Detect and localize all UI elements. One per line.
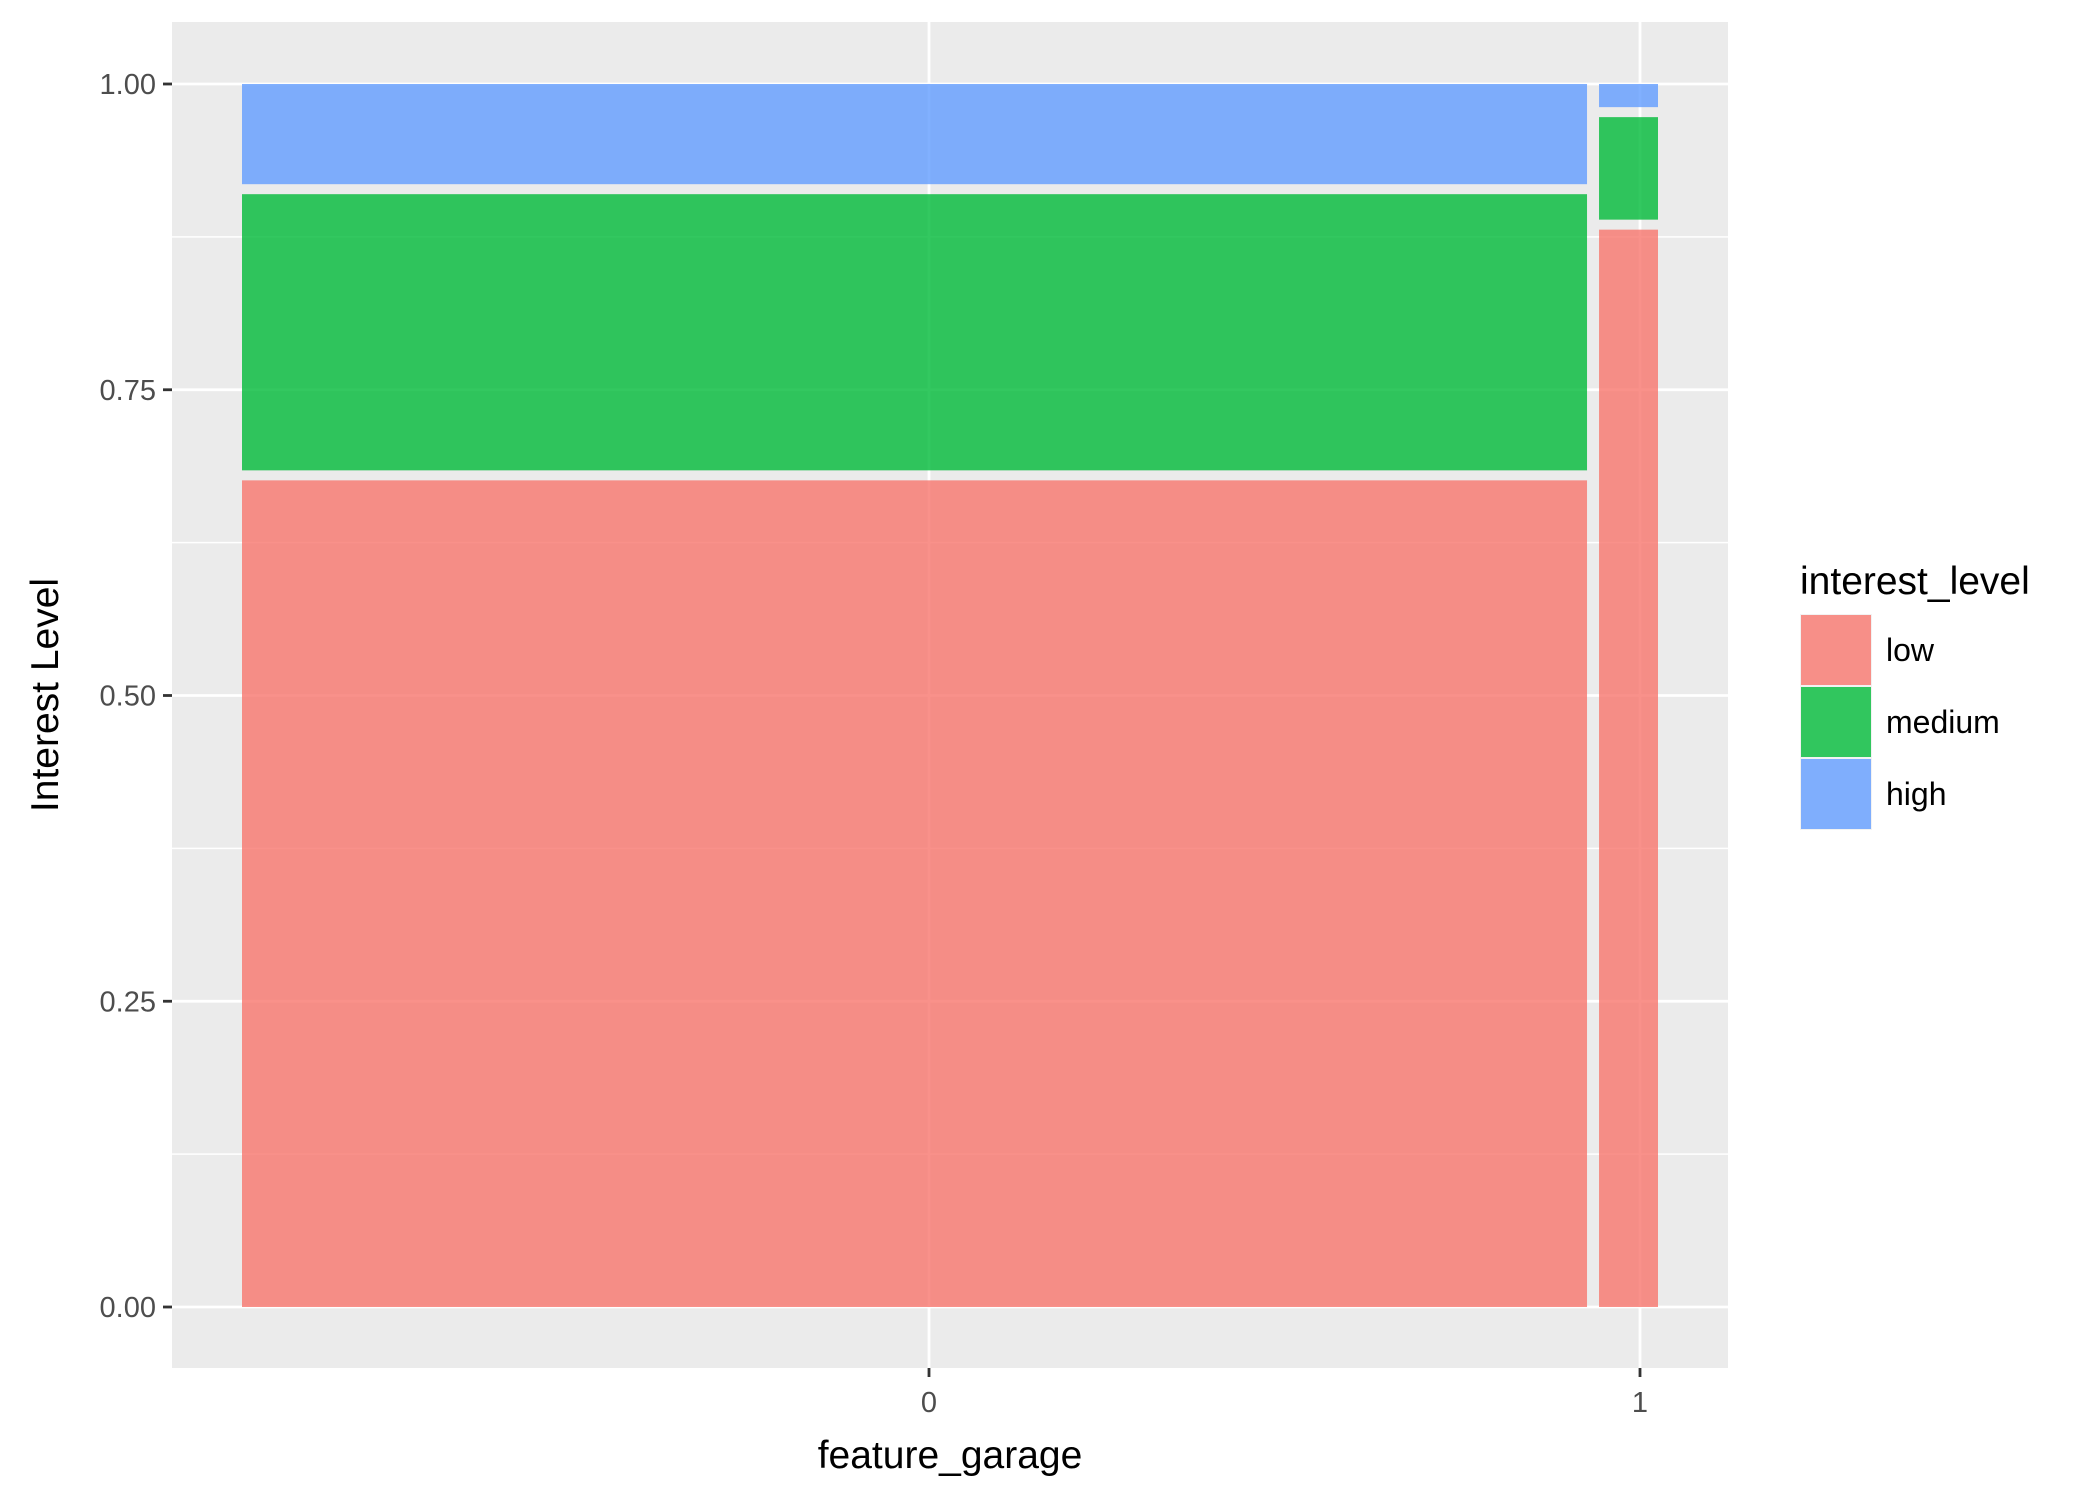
mosaic-tile-high-1 <box>1599 84 1658 108</box>
legend-swatch-low <box>1801 615 1871 685</box>
y-axis: 0.00 0.25 0.50 0.75 1.00 <box>100 69 172 1324</box>
x-axis-title: feature_garage <box>818 1434 1083 1477</box>
y-tick-label: 0.75 <box>100 375 156 407</box>
x-tick-label: 1 <box>1632 1387 1648 1419</box>
legend: interest_level low medium high <box>1800 560 2030 830</box>
mosaic-tile-medium-0 <box>242 194 1588 471</box>
legend-swatch-high <box>1801 759 1871 829</box>
y-axis-title: Interest Level <box>24 578 67 812</box>
mosaic-tiles <box>242 84 1658 1307</box>
mosaic-tile-medium-1 <box>1599 117 1658 220</box>
mosaic-tile-high-0 <box>242 84 1588 185</box>
legend-label-high: high <box>1886 776 1947 812</box>
legend-label-low: low <box>1886 632 1935 668</box>
y-tick-label: 0.50 <box>100 681 156 713</box>
legend-items: low medium high <box>1800 614 2000 830</box>
y-tick-label: 1.00 <box>100 69 156 101</box>
legend-swatch-medium <box>1801 687 1871 757</box>
mosaic-tile-low-0 <box>242 480 1588 1307</box>
legend-label-medium: medium <box>1886 704 2000 740</box>
y-tick-label: 0.25 <box>100 986 156 1018</box>
legend-title: interest_level <box>1800 560 2030 603</box>
y-tick-label: 0.00 <box>100 1292 156 1324</box>
mosaic-tile-low-1 <box>1599 229 1658 1307</box>
x-tick-label: 0 <box>921 1387 937 1419</box>
